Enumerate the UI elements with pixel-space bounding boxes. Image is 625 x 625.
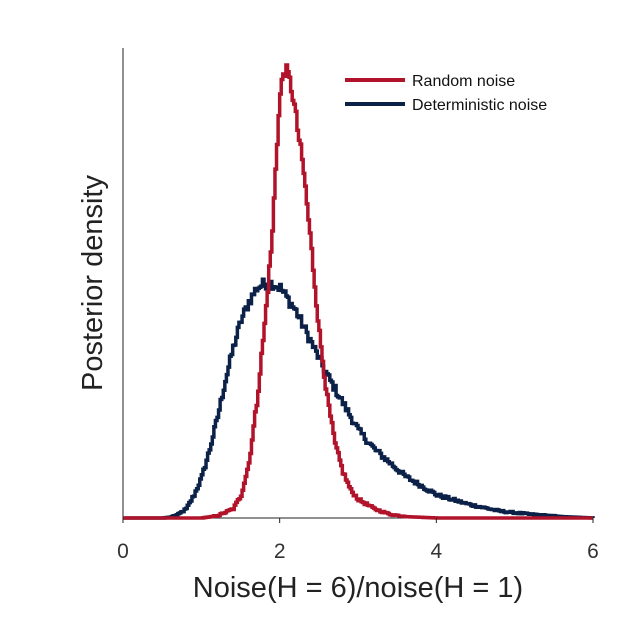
series-line-deterministic-noise xyxy=(123,277,595,520)
series-layer xyxy=(123,63,595,520)
legend-label-deterministic-noise: Deterministic noise xyxy=(412,97,547,114)
legend-label-random-noise: Random noise xyxy=(412,73,515,90)
x-tick-label: 2 xyxy=(274,540,286,563)
x-tick-label: 6 xyxy=(587,540,599,563)
x-axis-title: Noise(H = 6)/noise(H = 1) xyxy=(193,572,523,604)
series-line-random-noise xyxy=(123,63,593,520)
x-ticks: 0 2 4 6 xyxy=(117,518,599,563)
legend: Random noise Deterministic noise xyxy=(345,73,547,114)
x-tick-label: 0 xyxy=(117,540,129,563)
y-axis-title: Posterior density xyxy=(77,175,109,391)
x-tick-label: 4 xyxy=(430,540,442,563)
